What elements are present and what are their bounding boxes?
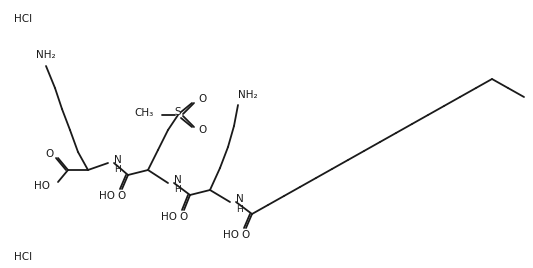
Text: O: O: [117, 191, 125, 201]
Text: HCl: HCl: [14, 252, 32, 262]
Text: H: H: [236, 204, 243, 214]
Text: CH₃: CH₃: [135, 108, 154, 118]
Text: O: O: [46, 149, 54, 159]
Text: NH₂: NH₂: [238, 90, 257, 100]
Text: HO: HO: [34, 181, 50, 191]
Text: H: H: [114, 166, 121, 174]
Text: HO: HO: [99, 191, 115, 201]
Text: HO: HO: [161, 212, 177, 222]
Text: H: H: [174, 185, 181, 195]
Text: HO: HO: [223, 230, 239, 240]
Text: O: O: [179, 212, 187, 222]
Text: HCl: HCl: [14, 14, 32, 24]
Text: O: O: [198, 94, 206, 104]
Text: N: N: [174, 175, 182, 185]
Text: N: N: [236, 194, 244, 204]
Text: N: N: [114, 155, 122, 165]
Text: O: O: [198, 125, 206, 135]
Text: S: S: [175, 107, 181, 117]
Text: O: O: [241, 230, 249, 240]
Text: NH₂: NH₂: [36, 50, 55, 60]
